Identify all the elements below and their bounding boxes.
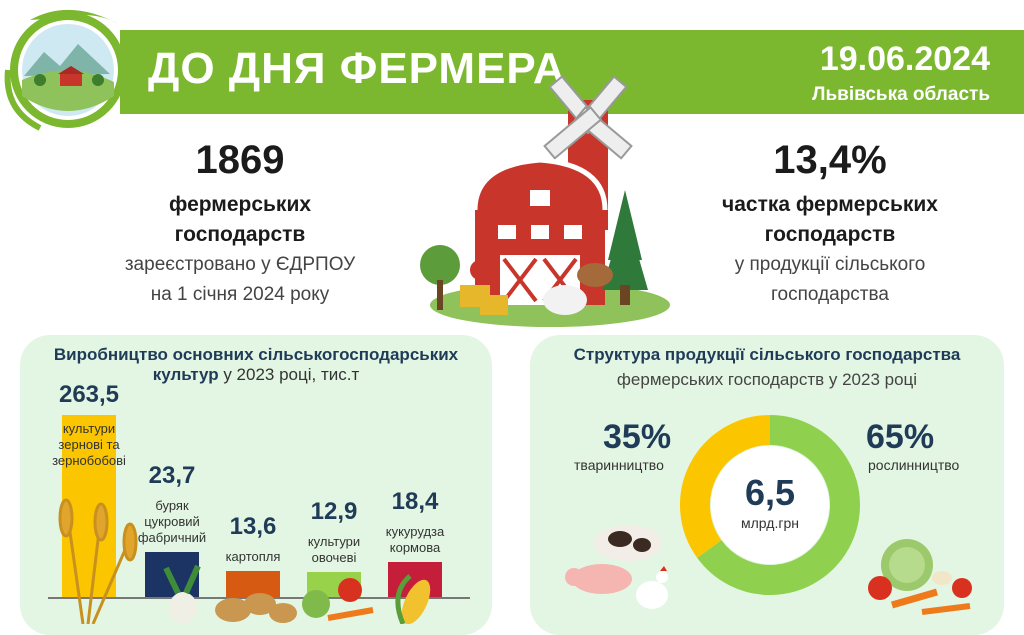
bar-2 — [226, 571, 280, 597]
donut-slice-1 — [697, 415, 860, 595]
livestock-pct: 35% — [603, 418, 672, 456]
share-label-2: господарств — [764, 223, 896, 246]
farms-share-block: 13,4% частка фермерських господарств у п… — [660, 140, 1000, 310]
share-label-1: частка фермерських — [722, 193, 938, 216]
vegetables-icon — [302, 578, 374, 621]
bar-category-label-0: культури зернові та зернобобові — [52, 421, 126, 468]
bar-value-label-0: 263,5 — [58, 381, 120, 408]
farm-barn-illustration — [420, 75, 670, 327]
donut-slice-0 — [680, 415, 771, 558]
date-label: 19.06.2024 — [819, 40, 990, 78]
bar-category-label-2: картопля — [225, 549, 281, 565]
bar-value-label-2: 13,6 — [229, 513, 277, 541]
farms-share: 13,4% — [773, 138, 887, 182]
donut-center-unit: млрд.грн — [741, 515, 799, 531]
crops-illustration — [868, 539, 972, 615]
crops-pct: 65% — [866, 418, 935, 456]
bar-category-label-1: буряк цукровий фабричний — [137, 497, 207, 545]
structure-subtitle: фермерських господарств у 2023 році — [616, 370, 918, 389]
page-title: ДО ДНЯ ФЕРМЕРА — [148, 44, 566, 93]
bar-value-label-4: 18,4 — [391, 488, 439, 516]
potato-icon — [215, 593, 297, 623]
farms-count-block: 1869 фермерських господарств зареєстрова… — [70, 140, 410, 310]
livestock-label: тваринництво — [574, 457, 664, 473]
farm-logo — [4, 9, 126, 131]
production-title-bold: Виробництво основних сільськогосподарськ… — [53, 345, 459, 384]
bar-category-label-4: кукурудза кормова — [385, 524, 445, 556]
wheat-icon — [58, 498, 138, 624]
corn-icon — [395, 574, 431, 624]
farms-label-2: господарств — [174, 223, 306, 246]
farms-count: 1869 — [195, 138, 285, 182]
region-label: Львівська область — [812, 84, 990, 105]
beet-icon — [163, 564, 201, 624]
produce-illustration — [58, 498, 431, 624]
share-desc-1: у продукції сільського — [734, 254, 926, 275]
livestock-illustration — [565, 525, 668, 609]
share-desc-2: господарства — [771, 284, 889, 305]
production-title-rest: у 2023 році, тис.т — [218, 365, 360, 384]
bar-category-label-3: культури овочеві — [307, 534, 361, 566]
structure-title: Структура продукції сільського господарс… — [573, 345, 961, 364]
farms-desc-2: на 1 січня 2024 року — [150, 284, 330, 305]
donut-center — [711, 446, 829, 564]
bar-value-label-3: 12,9 — [310, 498, 358, 526]
crops-label: рослинництво — [868, 457, 960, 473]
production-title: Виробництво основних сільськогосподарськ… — [30, 345, 482, 385]
structure-donut-chart — [680, 415, 860, 595]
farms-desc-1: зареєстровано у ЄДРПОУ — [124, 254, 356, 275]
donut-center-value: 6,5 — [744, 472, 796, 513]
bar-value-label-1: 23,7 — [148, 461, 196, 489]
farms-label-1: фермерських — [168, 193, 312, 216]
